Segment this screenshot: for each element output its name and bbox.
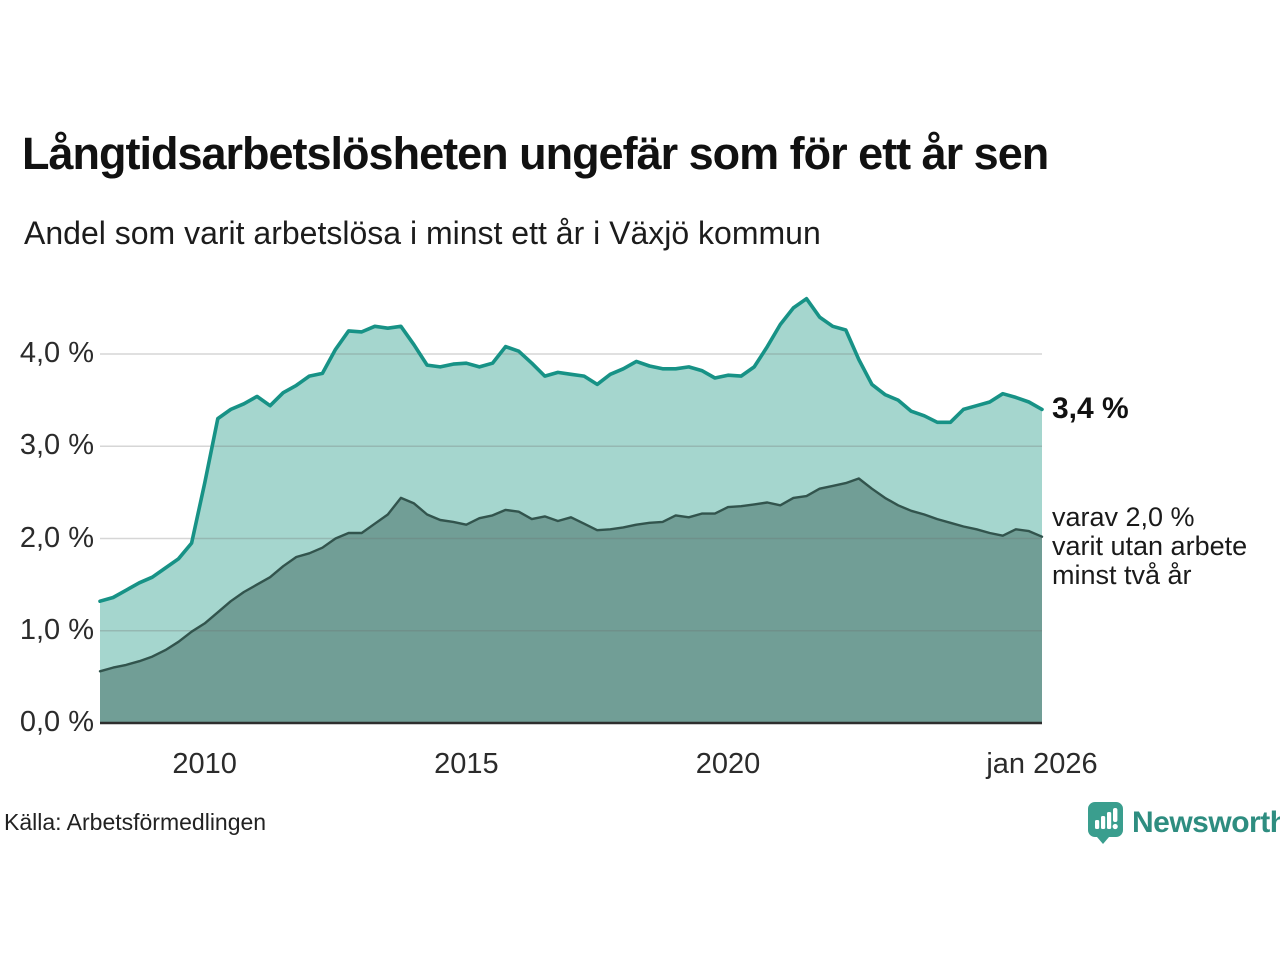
x-axis-tick-label: jan 2026 bbox=[986, 748, 1098, 780]
annotation-line: varit utan arbete bbox=[1052, 531, 1248, 561]
logo-exclamation-dot bbox=[1112, 823, 1118, 830]
newsworthy-logo-icon bbox=[1088, 802, 1123, 844]
logo-bar-2 bbox=[1101, 816, 1106, 829]
y-axis-tick-label: 1,0 % bbox=[19, 613, 94, 646]
x-axis-tick-label: 2015 bbox=[434, 748, 499, 780]
annotation-total-value: 3,4 % bbox=[1052, 392, 1129, 425]
total-line bbox=[98, 296, 1044, 603]
source-label: Källa: Arbetsförmedlingen bbox=[4, 809, 267, 835]
page-title: Långtidsarbetslösheten ungefär som för e… bbox=[22, 128, 1049, 179]
two-years-line bbox=[98, 477, 1044, 673]
y-axis-tick-label: 0,0 % bbox=[19, 706, 94, 738]
x-axis-tick-label: 2010 bbox=[172, 748, 237, 780]
y-axis-tick-label: 3,0 % bbox=[19, 429, 94, 462]
x-axis-tick-label: 2020 bbox=[695, 748, 761, 780]
annotation-two-years: varav 2,0 % varit utan arbete minst två … bbox=[1052, 503, 1247, 590]
annotation-line: minst två år bbox=[1052, 560, 1192, 590]
logo-bar-3 bbox=[1107, 812, 1112, 829]
newsworthy-logo: Newsworthy bbox=[1087, 801, 1280, 845]
page-subtitle: Andel som varit arbetslösa i minst ett å… bbox=[24, 215, 821, 251]
y-axis-tick-label: 2,0 % bbox=[19, 521, 94, 554]
logo-exclamation-stem bbox=[1113, 808, 1118, 822]
logo-bar-1 bbox=[1095, 820, 1100, 829]
annotation-line: varav 2,0 % bbox=[1052, 502, 1195, 532]
y-axis-tick-label: 4,0 % bbox=[19, 337, 94, 369]
logo-bubble-shape bbox=[1088, 802, 1123, 844]
logo-wordmark: Newsworthy bbox=[1132, 806, 1280, 839]
